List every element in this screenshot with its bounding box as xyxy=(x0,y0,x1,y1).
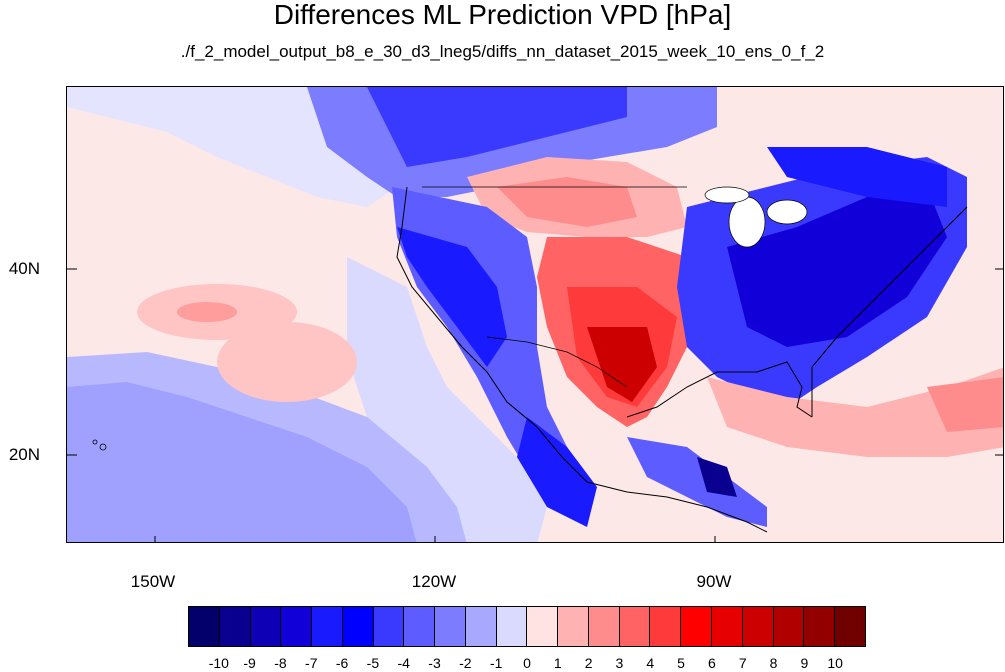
lon-label-120w: 120W xyxy=(411,572,457,591)
lon-label-90w: 90W xyxy=(696,572,732,591)
colorbar-tick-label: -7 xyxy=(305,655,318,671)
colorbar-tick-label: 4 xyxy=(646,655,655,671)
colorbar-swatch xyxy=(681,607,713,646)
lat-label-20n: 20N xyxy=(8,445,40,464)
region-quebec-blue xyxy=(767,147,947,207)
colorbar-tick-label: 2 xyxy=(584,655,593,671)
colorbar-tick-label: 10 xyxy=(827,655,843,671)
colorbar-tick-label: 0 xyxy=(523,655,531,671)
region-canada-deep xyxy=(367,87,627,167)
region-pacific-pink-core xyxy=(177,302,237,322)
lake-huron xyxy=(766,199,808,225)
colorbar-swatch xyxy=(835,607,865,646)
lake-michigan xyxy=(728,196,766,248)
map-panel xyxy=(66,86,1004,543)
colorbar-swatch xyxy=(342,607,374,646)
colorbar-swatch xyxy=(312,607,343,646)
colorbar-tick-label: -2 xyxy=(459,655,472,671)
plot-title: Differences ML Prediction VPD [hPa] xyxy=(273,0,732,30)
colorbar-swatch xyxy=(435,607,466,646)
colorbar-swatch xyxy=(619,607,651,646)
colorbar-swatch xyxy=(773,607,805,646)
pacific-coastline xyxy=(396,186,768,533)
colorbar-tick-label: 8 xyxy=(769,655,778,671)
lake-superior xyxy=(704,186,750,204)
region-south-pacific-deep xyxy=(67,382,417,542)
colorbar-swatch xyxy=(742,607,774,646)
colorbar-tick-label: 9 xyxy=(800,655,809,671)
region-pacific-pink-2 xyxy=(217,322,357,402)
colorbar-tick-label: -10 xyxy=(208,655,229,671)
lat-label-40n: 40N xyxy=(8,259,40,278)
colorbar-tick-label: 3 xyxy=(615,655,624,671)
us-mexico-border xyxy=(486,336,628,388)
lon-label-150w: 150W xyxy=(130,572,176,591)
plot-subtitle: ./f_2_model_output_b8_e_30_d3_lneg5/diff… xyxy=(180,42,825,61)
colorbar-tick-label: -5 xyxy=(366,655,380,671)
colorbar-tick-label: -1 xyxy=(489,655,503,671)
colorbar-tick-label: 5 xyxy=(677,655,685,671)
colorbar-swatch xyxy=(250,607,282,646)
colorbar-swatch xyxy=(281,607,313,646)
colorbar-tick-label: -3 xyxy=(428,655,441,671)
colorbar-tick-label: -6 xyxy=(335,655,349,671)
region-north-pacific xyxy=(67,87,397,207)
colorbar-swatch xyxy=(712,607,743,646)
region-prairie-red xyxy=(497,177,637,227)
colorbar-swatch xyxy=(558,607,589,646)
gulf-coastline xyxy=(626,361,813,418)
colorbar-swatch xyxy=(804,607,836,646)
colorbar-swatch xyxy=(219,607,251,646)
colorbar-swatch xyxy=(496,607,528,646)
colorbar-tick-label: -8 xyxy=(274,655,287,671)
colorbar-swatch xyxy=(189,607,220,646)
colorbar-tick-label: 6 xyxy=(708,655,716,671)
hawaii-island-2 xyxy=(92,439,98,445)
region-mexico-deep xyxy=(517,417,597,527)
colorbar-tick-label: -9 xyxy=(243,655,256,671)
region-gulf-pink xyxy=(707,367,1003,457)
colorbar-swatch xyxy=(373,607,405,646)
hawaii-island-1 xyxy=(99,443,107,451)
region-central-america-deep xyxy=(697,457,737,497)
colorbar-tick-label: -4 xyxy=(397,655,410,671)
region-eastern-us-deep xyxy=(727,187,947,347)
region-atlantic-red xyxy=(927,377,1003,432)
colorbar-swatch xyxy=(465,607,497,646)
region-central-america-blue xyxy=(627,437,767,527)
difference-map xyxy=(67,87,1003,542)
colorbar-tick-label: 1 xyxy=(553,655,562,671)
colorbar-tick-label: 7 xyxy=(738,655,747,671)
region-california-deep xyxy=(397,227,507,367)
region-east-pacific xyxy=(347,257,547,542)
colorbar xyxy=(188,606,866,647)
atlantic-coastline xyxy=(811,206,968,417)
colorbar-swatch xyxy=(527,607,559,646)
colorbar-swatch xyxy=(588,607,620,646)
colorbar-swatch xyxy=(404,607,436,646)
map-ticks xyxy=(67,268,1003,542)
region-texas-deep-red xyxy=(587,327,657,402)
colorbar-swatch xyxy=(650,607,682,646)
